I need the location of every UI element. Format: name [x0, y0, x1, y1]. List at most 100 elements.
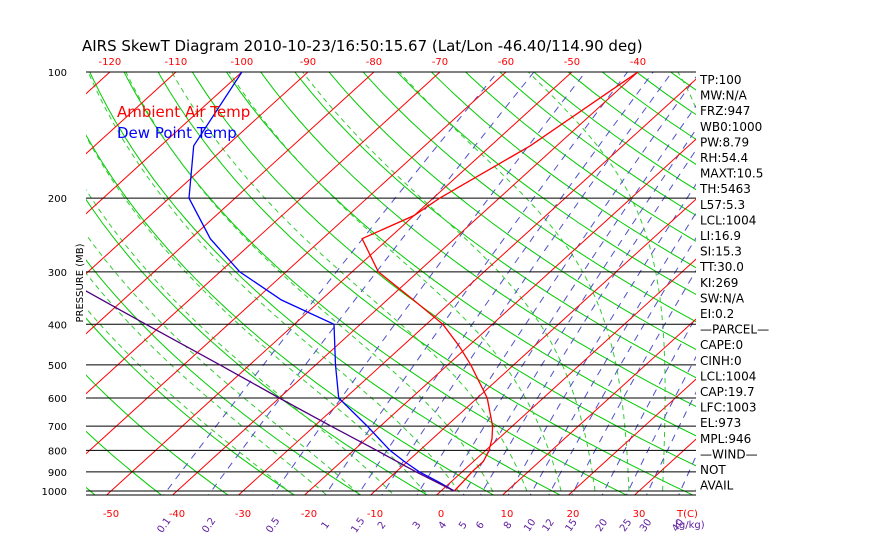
- parcel-line: [86, 290, 455, 492]
- top-temp-tick-label: -50: [564, 57, 580, 68]
- isotherm-line: [369, 198, 696, 495]
- temp-tick-label: -20: [301, 509, 317, 520]
- mixing-ratio-tick-label: 4: [437, 520, 450, 532]
- moist-adiabat-line: [302, 72, 597, 495]
- dry-adiabat-line: [464, 72, 696, 242]
- index-label: NOT: [700, 463, 726, 477]
- mixing-ratio-line: [272, 72, 587, 495]
- mixing-ratio-line: [357, 72, 654, 495]
- background-grid: [86, 53, 870, 500]
- index-label: CAP:19.7: [700, 385, 755, 399]
- isotherm-line: [501, 318, 696, 495]
- moist-adiabat-line: [171, 72, 529, 495]
- top-temp-tick-label: -120: [99, 57, 122, 68]
- legend-dew-point-temp: Dew Point Temp: [117, 124, 237, 142]
- dry-adiabat-line: [759, 63, 870, 500]
- dry-adiabat-line: [86, 374, 229, 495]
- index-label: TT:30.0: [699, 260, 744, 274]
- mixing-ratio-line: [162, 72, 499, 495]
- moist-adiabat-line: [125, 72, 496, 495]
- mixing-ratio-line: [462, 128, 696, 495]
- top-temp-tick-label: -40: [630, 57, 646, 68]
- t-axis-label: T(C): [676, 509, 698, 520]
- dry-adiabat-line: [191, 72, 696, 467]
- dry-adiabat-line: [328, 72, 696, 350]
- moist-adiabat-line: [527, 72, 666, 495]
- dry-adiabat-line: [793, 63, 870, 500]
- mixing-ratio-line: [416, 76, 696, 495]
- pressure-tick-label: 200: [48, 194, 67, 205]
- mixing-ratio-tick-label: 0.2: [200, 516, 218, 535]
- dry-adiabat-line: [601, 72, 696, 140]
- dry-adiabat-line: [294, 72, 696, 379]
- mixing-ratio-line: [442, 104, 696, 495]
- index-label: LI:16.9: [700, 229, 741, 243]
- dry-adiabat-line: [225, 72, 696, 437]
- index-label: SW:N/A: [700, 291, 745, 305]
- index-label: SI:15.3: [700, 245, 742, 259]
- ambient-air-temp-line: [361, 72, 639, 492]
- mixing-ratio-line: [381, 72, 673, 495]
- pressure-tick-label: 700: [48, 422, 67, 433]
- mixing-ratio-tick-label: 3: [411, 520, 424, 532]
- index-label: KI:269: [700, 276, 738, 290]
- pressure-tick-label: 1000: [42, 487, 67, 498]
- index-label: L57:5.3: [700, 198, 745, 212]
- top-temp-tick-label: -60: [498, 57, 514, 68]
- dry-adiabat-line: [157, 72, 694, 495]
- pressure-tick-label: 400: [48, 320, 67, 331]
- isotherm-line: [827, 53, 870, 500]
- dry-adiabat-line: [86, 198, 429, 495]
- dry-adiabat-line: [533, 72, 696, 191]
- mixing-ratio-line: [601, 315, 696, 495]
- index-label: WB0:1000: [700, 120, 762, 134]
- pressure-tick-label: 900: [48, 468, 67, 479]
- mixing-ratio-tick-label: 0.5: [264, 516, 282, 535]
- index-label: EL:973: [700, 416, 741, 430]
- mixing-ratio-tick-label: 8: [502, 520, 515, 532]
- mixing-ratio-tick-label: 12: [541, 517, 557, 534]
- isotherm-line: [105, 72, 573, 495]
- moist-adiabat-line: [86, 233, 361, 495]
- temp-tick-label: 30: [633, 509, 646, 520]
- isotherm-line: [86, 72, 243, 215]
- index-label: MAXT:10.5: [700, 167, 763, 181]
- pressure-tick-label: 300: [48, 268, 67, 279]
- chart-title: AIRS SkewT Diagram 2010-10-23/16:50:15.6…: [82, 37, 643, 55]
- mixing-ratio-line: [548, 237, 696, 495]
- mixing-ratio-tick-label: 6: [474, 520, 487, 532]
- dry-adiabat-line: [499, 72, 696, 216]
- dew-point-temp-line: [188, 72, 455, 492]
- temp-tick-label: -10: [367, 509, 383, 520]
- moist-adiabat-line: [87, 72, 462, 495]
- isotherm-line: [237, 78, 696, 495]
- dry-adiabat-line: [396, 72, 696, 296]
- isotherm-line: [435, 258, 696, 495]
- top-temp-tick-label: -90: [300, 57, 316, 68]
- isotherm-line: [86, 72, 441, 395]
- profile-lines: [86, 72, 639, 492]
- index-label: LFC:1003: [700, 401, 757, 415]
- dry-adiabat-line: [362, 72, 696, 323]
- dry-adiabat-line: [86, 317, 296, 495]
- isotherm-line: [303, 138, 696, 495]
- y-axis-label: PRESSURE (MB): [75, 243, 86, 322]
- index-label: FRZ:947: [700, 104, 750, 118]
- temp-tick-label: 20: [567, 509, 580, 520]
- temp-tick-label: -40: [169, 509, 185, 520]
- mixing-ratio-tick-label: 1.5: [349, 516, 367, 535]
- index-label: TH:5463: [699, 182, 751, 196]
- mixing-ratio-line: [507, 183, 696, 495]
- mixing-ratio-line: [645, 391, 696, 495]
- mixing-ratio-line: [207, 72, 535, 495]
- isotherm-line: [761, 53, 870, 500]
- mixing-ratio-line: [571, 269, 696, 495]
- index-label: —PARCEL—: [700, 323, 769, 337]
- index-label: AVAIL: [700, 479, 734, 493]
- mixing-ratio-tick-label: 5: [457, 520, 470, 532]
- temp-tick-label: 10: [501, 509, 514, 520]
- index-label: CAPE:0: [700, 338, 743, 352]
- moist-adiabat-line: [86, 188, 395, 495]
